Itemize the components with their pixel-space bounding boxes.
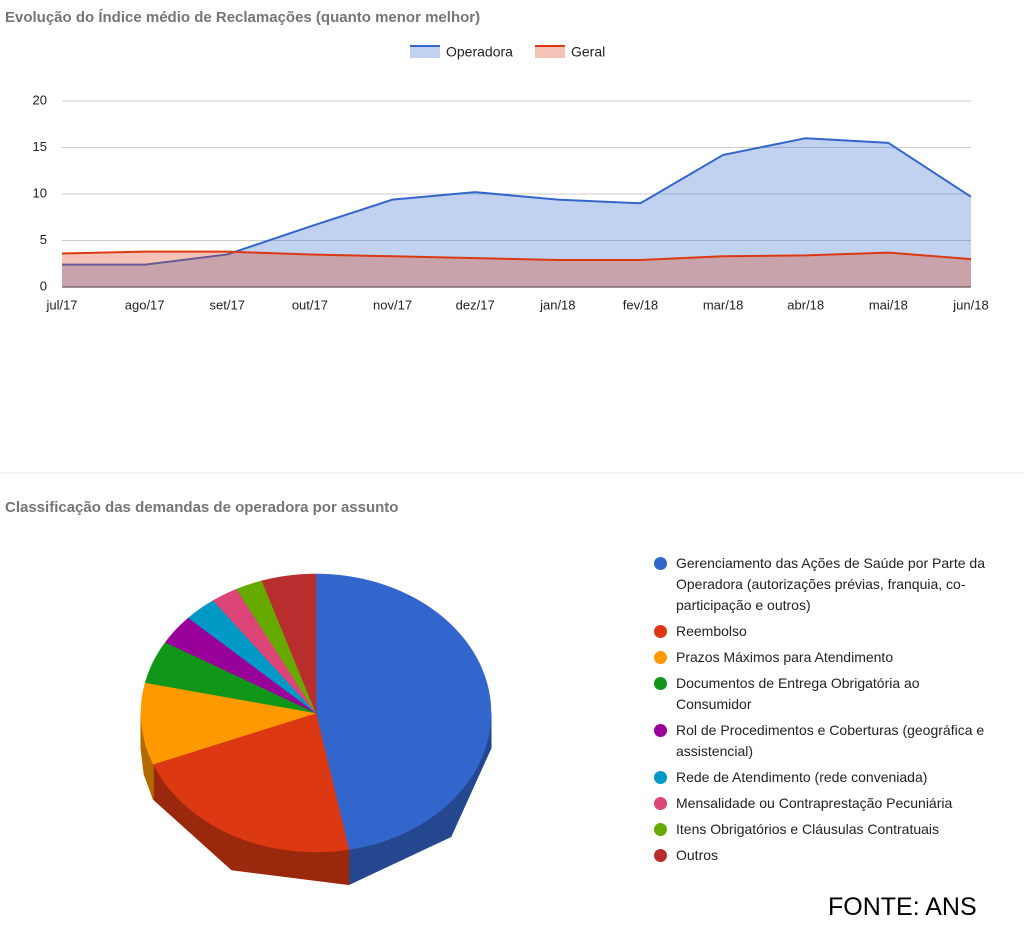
chart-title: Classificação das demandas de operadora … (5, 499, 398, 516)
y-tick-label: 20 (33, 92, 47, 107)
legend-marker (654, 651, 667, 664)
legend-item: Gerenciamento das Ações de Saúde por Par… (652, 553, 997, 616)
slice (140, 682, 317, 765)
legend-marker (654, 849, 667, 862)
legend-item: Rede de Atendimento (rede conveniada) (652, 767, 997, 788)
x-tick-label: out/17 (292, 297, 328, 312)
legend-marker (654, 557, 667, 570)
slice (236, 580, 317, 714)
x-tick-label: jun/18 (952, 297, 988, 312)
x-tick-label: ago/17 (125, 297, 165, 312)
slice (164, 617, 317, 714)
legend-item: Rol de Procedimentos e Coberturas (geogr… (652, 720, 997, 762)
y-tick-label: 5 (40, 232, 47, 247)
slice (152, 712, 350, 853)
legend-label: Operadora (446, 44, 513, 60)
legend-item: Documentos de Entrega Obrigatória ao Con… (652, 673, 997, 715)
legend-marker (654, 771, 667, 784)
slice (261, 573, 317, 714)
x-tick-label: jul/17 (45, 297, 77, 312)
legend-label: Prazos Máximos para Atendimento (676, 649, 894, 665)
legend-label: Rol de Procedimentos e Coberturas (geogr… (676, 722, 985, 759)
slice (188, 600, 317, 714)
legend-swatch (410, 46, 440, 58)
legend-label: Itens Obrigatórios e Cláusulas Contratua… (676, 821, 940, 837)
x-tick-label: mar/18 (703, 297, 743, 312)
legend-marker (654, 724, 667, 737)
slice (212, 588, 317, 714)
x-tick-label: set/17 (210, 297, 245, 312)
y-tick-label: 0 (40, 278, 47, 293)
slice (144, 641, 317, 714)
legend-label: Documentos de Entrega Obrigatória ao Con… (676, 675, 920, 712)
legend-label: Outros (676, 847, 719, 863)
legend-item: Outros (652, 845, 997, 866)
legend-label: Mensalidade ou Contraprestação Pecuniári… (676, 795, 953, 811)
y-tick-label: 10 (33, 185, 47, 200)
legend-item: Reembolso (652, 621, 997, 642)
slice (315, 573, 492, 850)
line (61, 250, 972, 262)
legend-swatch (535, 46, 565, 58)
x-tick-label: jan/18 (539, 297, 575, 312)
x-tick-label: nov/17 (373, 297, 412, 312)
x-tick-label: abr/18 (787, 297, 824, 312)
legend-item: Itens Obrigatórios e Cláusulas Contratua… (652, 819, 997, 840)
legend-label: Geral (571, 44, 605, 60)
x-tick-label: fev/18 (623, 297, 658, 312)
x-tick-label: dez/17 (456, 297, 495, 312)
legend-marker (654, 797, 667, 810)
legend-marker (654, 625, 667, 638)
source: FONTE: ANS (828, 893, 977, 921)
legend-marker (654, 677, 667, 690)
legend-label: Gerenciamento das Ações de Saúde por Par… (676, 555, 985, 613)
legend-marker (654, 823, 667, 836)
area (62, 251, 971, 287)
x-tick-label: mai/18 (869, 297, 908, 312)
area (62, 138, 971, 287)
y-tick-label: 15 (33, 139, 47, 154)
legend-label: Reembolso (676, 623, 747, 639)
legend-item: Mensalidade ou Contraprestação Pecuniári… (652, 793, 997, 814)
chart-title: Evolução do Índice médio de Reclamações … (5, 9, 480, 26)
legend-label: Rede de Atendimento (rede conveniada) (676, 769, 928, 785)
pie-legend: Gerenciamento das Ações de Saúde por Par… (652, 553, 997, 871)
legend-item: Prazos Máximos para Atendimento (652, 647, 997, 668)
line (62, 137, 972, 266)
